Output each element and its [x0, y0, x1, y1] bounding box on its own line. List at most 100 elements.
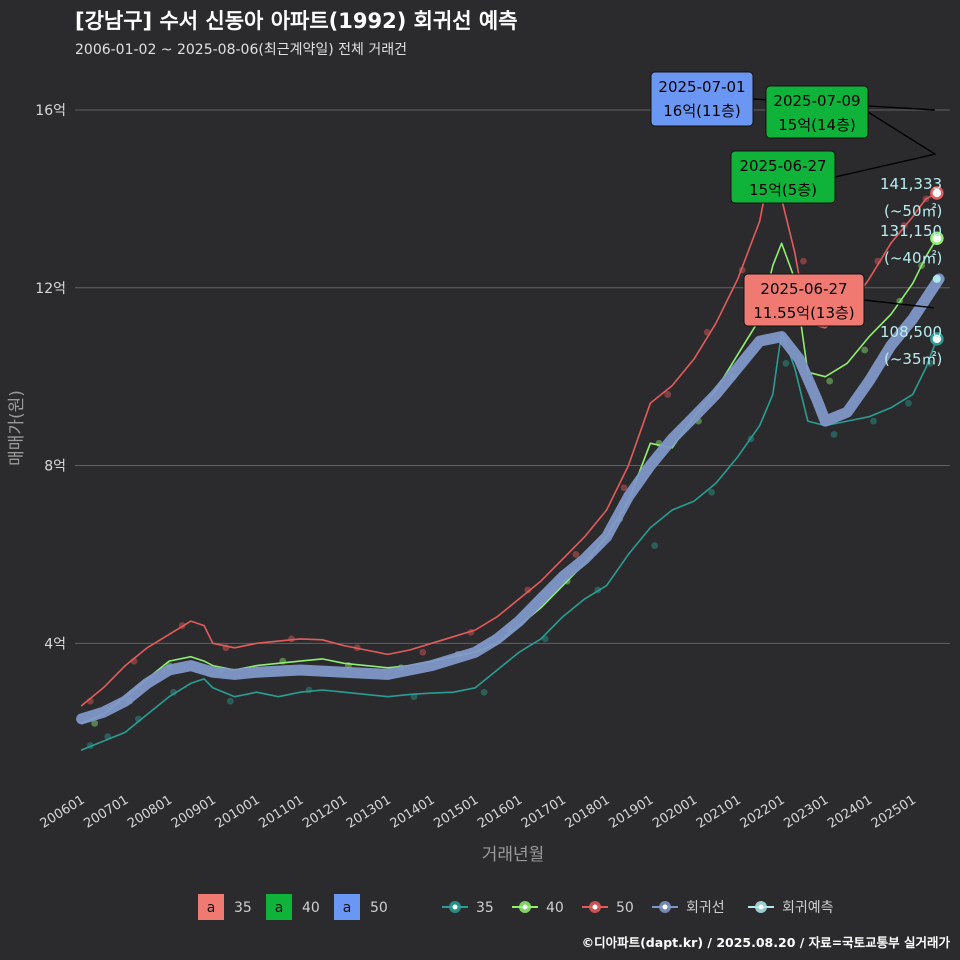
x-tick-label: 202201	[738, 793, 788, 832]
annotation-price: 15억(5층)	[749, 181, 817, 199]
x-tick-label: 201601	[475, 793, 525, 832]
legend-line-name: 40	[546, 900, 564, 916]
legend-label-glyph: a	[275, 900, 284, 916]
x-tick-label: 202401	[825, 793, 875, 832]
end-label-value: 108,500	[880, 323, 942, 341]
legend: a 35 a 40 a 50 35 40 50 회귀선 회귀예측	[198, 894, 834, 920]
annotation-date: 2025-07-01	[658, 78, 745, 96]
y-tick-label: 16억	[35, 103, 66, 119]
scatter-point-35	[480, 688, 488, 696]
scatter-point-40	[861, 346, 869, 354]
chart-subtitle: 2006-01-02 ~ 2025-08-06(최근계약일) 전체 거래건	[75, 42, 407, 58]
scatter-point-35	[226, 697, 234, 705]
series-line-35	[80, 331, 938, 751]
end-label-area: (~50㎡)	[884, 202, 942, 220]
annotation-price: 15억(14층)	[778, 116, 855, 134]
x-tick-label: 201901	[606, 793, 656, 832]
x-tick-label: 200701	[81, 793, 131, 832]
scatter-point-35	[905, 399, 912, 407]
x-tick-label: 201701	[519, 793, 569, 832]
x-tick-label: 201401	[388, 793, 438, 832]
scatter-point-50	[620, 484, 628, 492]
y-axis-label: 매매가(원)	[7, 390, 27, 466]
scatter-point-35	[830, 431, 838, 438]
annotation-leader	[834, 153, 934, 178]
scatter-point-50	[664, 391, 672, 398]
series-layer	[76, 153, 945, 751]
annotation-leader	[867, 111, 936, 156]
scatter-point-50	[419, 648, 427, 656]
x-tick-label: 201801	[563, 793, 613, 832]
legend-label-swatch	[266, 894, 292, 920]
x-tick-label: 200901	[169, 793, 219, 832]
regression-forecast-point	[932, 274, 941, 283]
annotation-date: 2025-06-27	[739, 157, 826, 175]
legend-label-glyph: a	[207, 900, 216, 916]
endpoint-marker-35	[930, 332, 944, 346]
axes: 4억 8억 12억 16억 200601200701200801200901201001…	[35, 103, 919, 832]
legend-line-name: 50	[616, 900, 634, 916]
x-tick-label: 202301	[781, 793, 831, 832]
legend-line-marker-center	[452, 904, 458, 910]
legend-line-marker-center	[592, 904, 598, 910]
scatter-point-35	[651, 542, 659, 549]
scatter-point-50	[800, 257, 807, 265]
legend-line-marker-center	[758, 904, 764, 910]
scatter-point-35	[782, 359, 790, 367]
x-tick-label: 202001	[650, 793, 700, 832]
scatter-point-35	[870, 417, 877, 425]
legend-label-name: 35	[234, 900, 252, 916]
annotation-box	[743, 273, 865, 327]
legend-line-name: 회귀예측	[782, 900, 834, 916]
end-label-area: (~40㎡)	[884, 249, 942, 267]
scatter-point-40	[826, 377, 834, 385]
annotation-box	[765, 85, 869, 139]
scatter-point-50	[572, 551, 580, 558]
annotation-price: 11.55억(13층)	[753, 304, 854, 322]
x-tick-label: 201501	[431, 793, 481, 832]
x-tick-label: 201201	[300, 793, 350, 832]
y-tick-label: 8억	[44, 459, 66, 475]
legend-line-marker-center	[522, 904, 528, 910]
annotation-leader	[863, 299, 934, 309]
legend-label-glyph: a	[343, 900, 352, 916]
end-label-value: 141,333	[880, 175, 942, 193]
x-axis-label: 거래년월	[482, 845, 545, 865]
legend-line-name: 35	[476, 900, 494, 916]
endpoint-marker-50	[930, 186, 944, 200]
scatter-point-35	[708, 488, 715, 496]
x-tick-label: 201301	[344, 793, 394, 832]
legend-label-name: 40	[302, 900, 320, 916]
legend-line-name: 회귀선	[686, 900, 725, 916]
legend-label-name: 50	[370, 900, 388, 916]
annotation-layer: 141,333 (~50㎡) 131,150 (~40㎡) 108,500 (~35㎡) 2…	[650, 71, 942, 368]
annotation-price: 16억(11층)	[663, 102, 740, 120]
legend-line-marker-center	[662, 904, 668, 910]
x-tick-label: 200601	[38, 793, 88, 832]
end-label-value: 131,150	[880, 222, 942, 240]
x-tick-label: 202501	[869, 793, 919, 832]
y-tick-label: 4억	[44, 636, 66, 652]
scatter-point-35	[305, 686, 313, 694]
annotation-box	[650, 71, 754, 127]
annotation-box	[730, 150, 836, 204]
x-tick-label: 202101	[694, 793, 744, 832]
scatter-point-50	[900, 222, 908, 229]
chart-title: [강남구] 수서 신동아 아파트(1992) 회귀선 예측	[75, 9, 518, 33]
caption: ©디아파트(dapt.kr) / 2025.08.20 / 자료=국토교통부 실…	[582, 935, 951, 950]
end-label-area: (~35㎡)	[884, 350, 942, 368]
legend-label-swatch	[198, 894, 224, 920]
scatter-point-50	[524, 586, 532, 594]
endpoint-marker-40	[930, 231, 944, 245]
x-tick-label: 201001	[213, 793, 263, 832]
annotation-date: 2025-06-27	[760, 280, 847, 298]
x-tick-label: 200801	[125, 793, 175, 832]
scatter-layer	[86, 173, 934, 749]
series-line-회귀선	[76, 273, 945, 725]
legend-label-swatch	[334, 894, 360, 920]
annotation-date: 2025-07-09	[773, 92, 860, 110]
y-tick-label: 12억	[35, 281, 66, 297]
x-tick-label: 201101	[256, 793, 306, 832]
scatter-point-40	[91, 719, 99, 727]
